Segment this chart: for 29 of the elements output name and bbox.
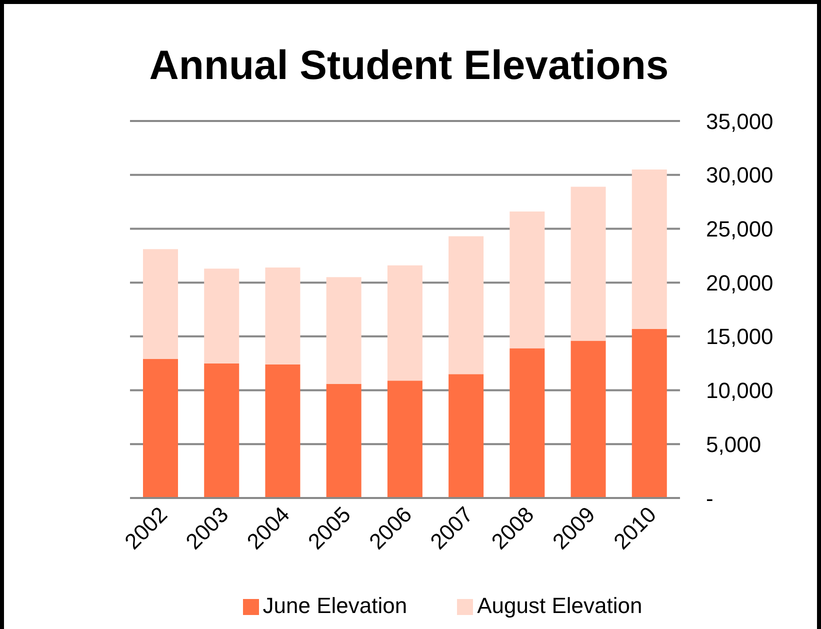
y-tick-label: 35,000 (706, 108, 774, 134)
y-tick-label: 20,000 (706, 270, 774, 296)
bar (632, 328, 667, 498)
legend-label: August Elevation (477, 593, 642, 618)
bar (632, 169, 667, 329)
y-tick-label: 5,000 (706, 432, 762, 457)
bar (265, 364, 300, 498)
bar (143, 249, 178, 360)
bar (387, 380, 422, 498)
bar (204, 363, 240, 498)
chart-title: Annual Student Elevations (148, 42, 670, 89)
bar (448, 374, 484, 498)
bar (387, 265, 422, 381)
bar (510, 211, 545, 348)
y-tick-label: 30,000 (706, 162, 774, 188)
bar (326, 384, 362, 498)
bar (448, 236, 484, 374)
y-tick-label: 10,000 (706, 378, 774, 404)
bar (143, 359, 178, 498)
y-tick-label: 15,000 (706, 324, 774, 350)
bar (570, 340, 606, 498)
bar (326, 277, 362, 384)
y-tick-label: 25,000 (706, 216, 774, 242)
legend-label: June Elevation (262, 593, 408, 618)
bar (265, 267, 300, 364)
y-tick-label: - (706, 486, 714, 511)
bar (204, 268, 240, 364)
bar (510, 348, 545, 498)
bar (570, 186, 606, 341)
